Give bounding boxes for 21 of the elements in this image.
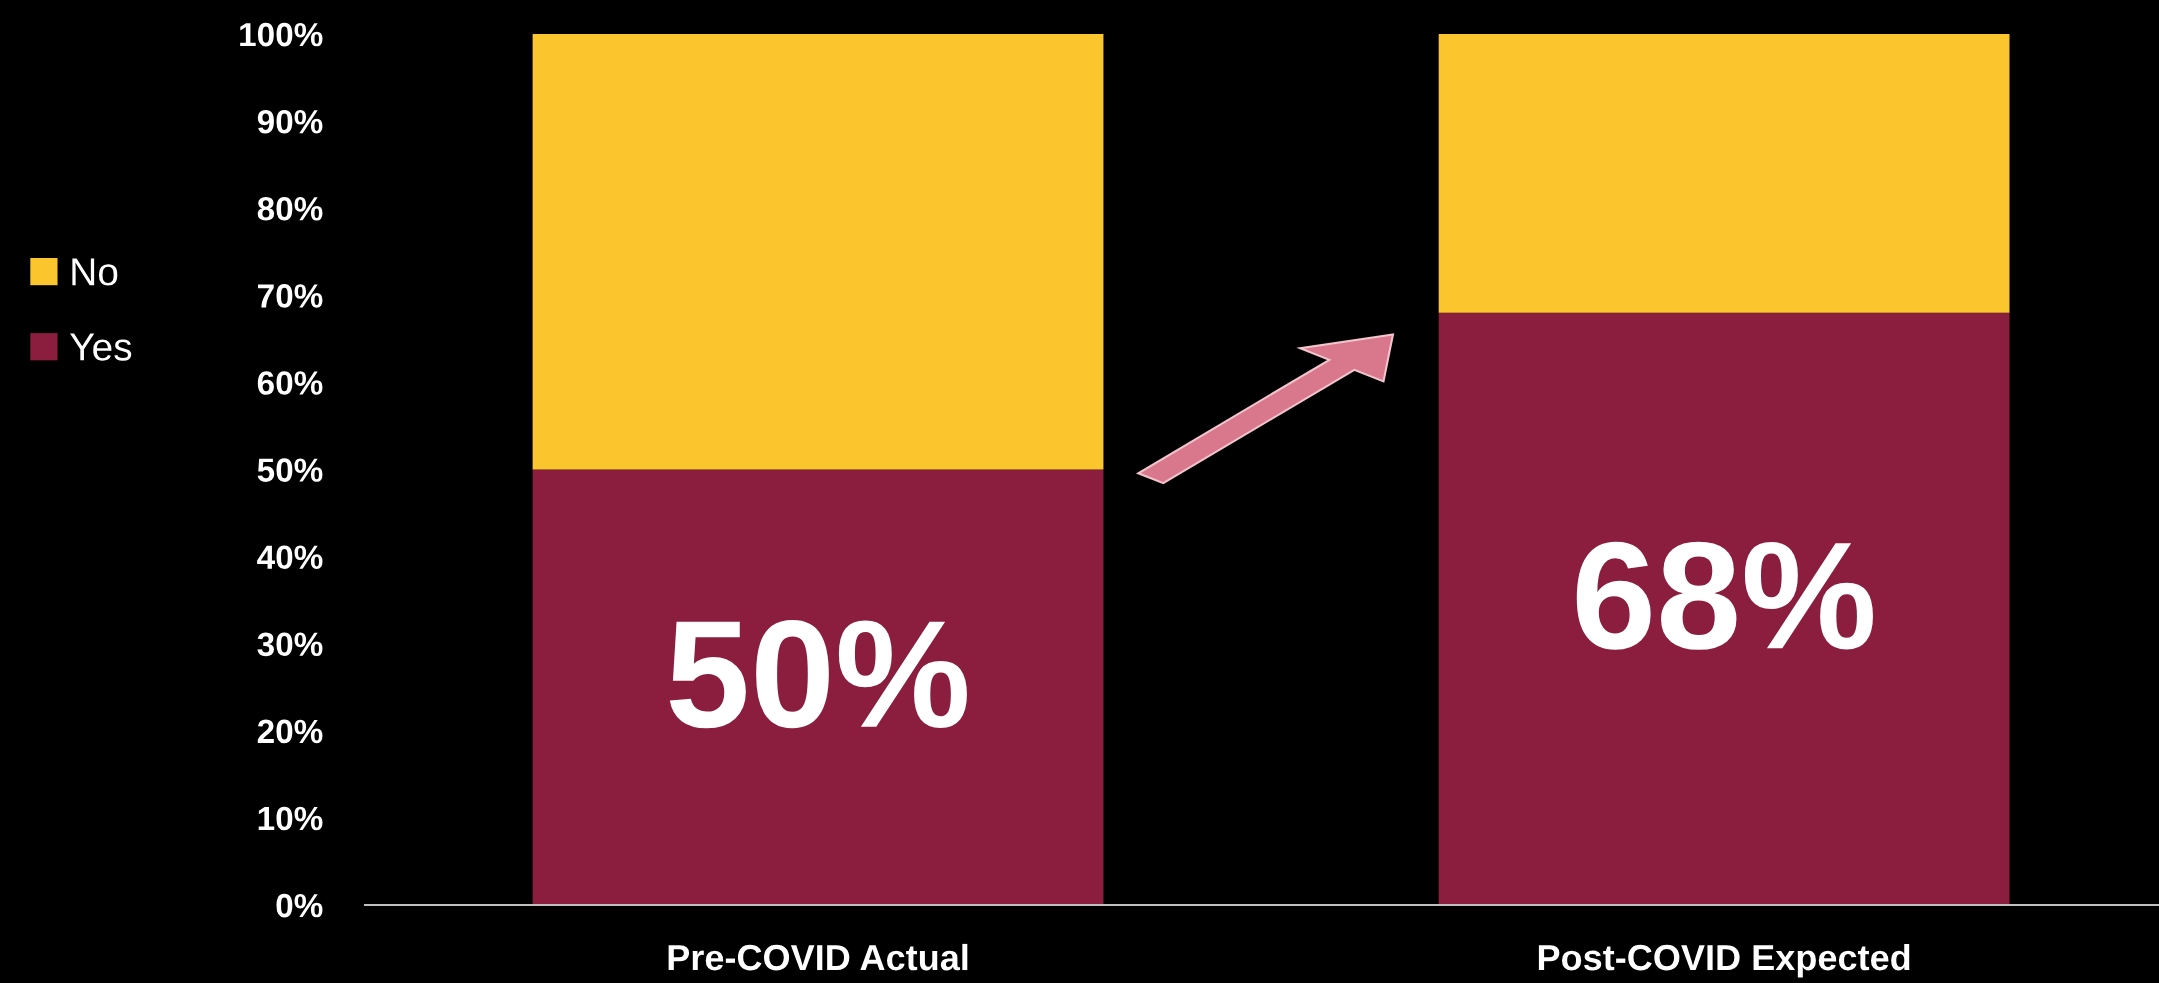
y-tick-label: 100% (240, 22, 323, 47)
y-tick-label: 10% (258, 806, 323, 831)
legend-label: No (72, 258, 118, 286)
y-tick-label: 70% (258, 284, 323, 308)
bar (532, 469, 1104, 905)
y-tick-label: 50% (257, 458, 323, 482)
y-tick-label: 30% (257, 632, 323, 657)
bar (1438, 34, 2010, 313)
legend-label: Yes (70, 333, 132, 361)
data-label: 50% (669, 620, 967, 729)
x-tick-label: Pre-COVID Actual (668, 943, 968, 971)
y-tick-label: 0% (276, 893, 323, 918)
x-tick-label: Post-COVID Expected (1538, 943, 1910, 978)
y-tick-label: 40% (257, 545, 323, 570)
y-tick-label: 60% (257, 371, 323, 395)
bar (532, 34, 1104, 470)
y-tick-label: 90% (257, 109, 323, 134)
bar (1438, 312, 2010, 905)
y-tick-label: 20% (257, 719, 323, 744)
data-label: 68% (1576, 541, 1873, 650)
y-tick-label: 80% (257, 197, 323, 221)
